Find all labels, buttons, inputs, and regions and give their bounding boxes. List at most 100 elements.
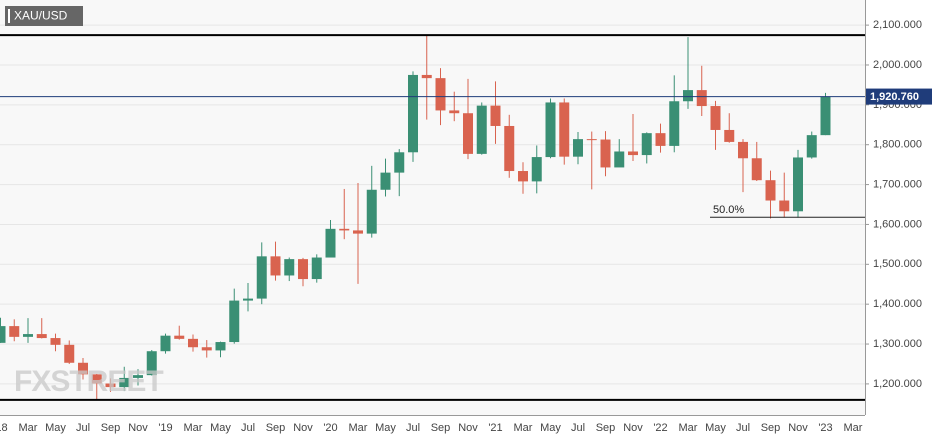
candle-body [435, 78, 446, 111]
x-tick-label: Sep [101, 422, 121, 434]
candle-body [36, 334, 47, 339]
candle-body [270, 256, 281, 276]
x-tick-label: Jul [406, 422, 420, 434]
candle-body [105, 383, 116, 388]
candle-body [215, 342, 226, 351]
plot-area [0, 24, 865, 401]
candle-body [64, 344, 75, 363]
candle-body [408, 74, 418, 153]
plot-background [0, 0, 865, 415]
x-tick-label: Sep [596, 422, 616, 434]
candle-body [50, 338, 61, 345]
candle-body [751, 158, 762, 181]
x-tick-label: '18 [0, 422, 8, 434]
x-tick-label: Mar [19, 422, 38, 434]
candle-body [160, 335, 171, 352]
symbol-marker [8, 9, 10, 23]
y-tick-label: 1,600.000 [873, 218, 922, 230]
y-tick-label: 1,400.000 [873, 298, 922, 310]
x-tick-label: '23 [818, 422, 832, 434]
candle-body [133, 375, 143, 378]
candle-body [325, 228, 336, 258]
candle-body [201, 347, 212, 351]
candle-body [573, 139, 583, 157]
candle-body [559, 102, 570, 157]
candle-body [696, 90, 707, 107]
x-tick-label: Mar [349, 422, 368, 434]
candle-body [710, 106, 721, 130]
candle-body [229, 300, 240, 343]
candle-body [284, 259, 295, 276]
x-tick-label: May [705, 422, 726, 434]
candle-body [353, 230, 363, 234]
candle-body [91, 374, 102, 384]
candle-body [339, 228, 350, 231]
candle-body [683, 90, 693, 102]
x-tick-label: Jul [241, 422, 255, 434]
candle-body [476, 105, 487, 154]
candle-body [531, 157, 542, 182]
x-tick-label: Sep [431, 422, 451, 434]
x-tick-label: May [210, 422, 231, 434]
x-tick-label: Mar [184, 422, 203, 434]
candle-body [146, 351, 157, 376]
x-tick-label: Jul [571, 422, 585, 434]
x-tick-label: May [540, 422, 561, 434]
candle-body [820, 96, 831, 136]
candle-body [23, 334, 33, 337]
x-tick-label: Mar [679, 422, 698, 434]
candle-body [614, 151, 625, 168]
candle-body [174, 335, 185, 339]
candle-body [188, 338, 198, 348]
candle-body [366, 189, 377, 234]
fib-label: 50.0% [713, 204, 744, 216]
x-tick-label: Sep [761, 422, 781, 434]
candle-body [490, 105, 501, 126]
current-price-label: 1,920.760 [870, 91, 919, 103]
candle-body [765, 180, 776, 201]
y-tick-label: 1,700.000 [873, 178, 922, 190]
candle-body [380, 172, 391, 190]
x-tick-label: Jul [736, 422, 750, 434]
x-tick-label: Nov [293, 422, 313, 434]
candle-body [641, 133, 652, 156]
candle-body [463, 113, 473, 154]
x-tick-label: Mar [844, 422, 863, 434]
candle-body [78, 362, 88, 375]
chart-title: XAU/USD [14, 9, 68, 23]
x-tick-label: '20 [323, 422, 337, 434]
y-tick-label: 2,100.000 [873, 19, 922, 31]
x-tick-label: Mar [514, 422, 533, 434]
x-tick-label: May [45, 422, 66, 434]
candle-body [655, 133, 666, 146]
x-tick-label: Nov [623, 422, 643, 434]
x-tick-label: '21 [488, 422, 502, 434]
x-tick-label: Nov [128, 422, 148, 434]
candle-body [669, 101, 680, 146]
candle-body [394, 152, 405, 173]
y-tick-label: 2,000.000 [873, 59, 922, 71]
candle-body [298, 259, 308, 280]
x-tick-label: '22 [653, 422, 667, 434]
candle-body [449, 110, 460, 114]
watermark: FXSTREET [14, 365, 163, 398]
x-tick-label: Sep [266, 422, 286, 434]
candle-body [311, 257, 322, 280]
candle-body [586, 139, 597, 141]
candle-body [504, 125, 515, 172]
candle-body [628, 151, 638, 156]
candle-body [724, 129, 735, 142]
candle-body [738, 141, 748, 159]
x-tick-label: Nov [458, 422, 478, 434]
candle-body [256, 256, 267, 299]
candle-body [779, 200, 790, 212]
candle-body [243, 298, 253, 301]
candle-body [518, 171, 528, 182]
symbol-box [5, 6, 83, 26]
current-price-box [866, 88, 932, 105]
candle-body [806, 135, 817, 158]
candle-body [793, 157, 803, 212]
candle-body [545, 102, 556, 158]
candle-body [600, 139, 611, 168]
